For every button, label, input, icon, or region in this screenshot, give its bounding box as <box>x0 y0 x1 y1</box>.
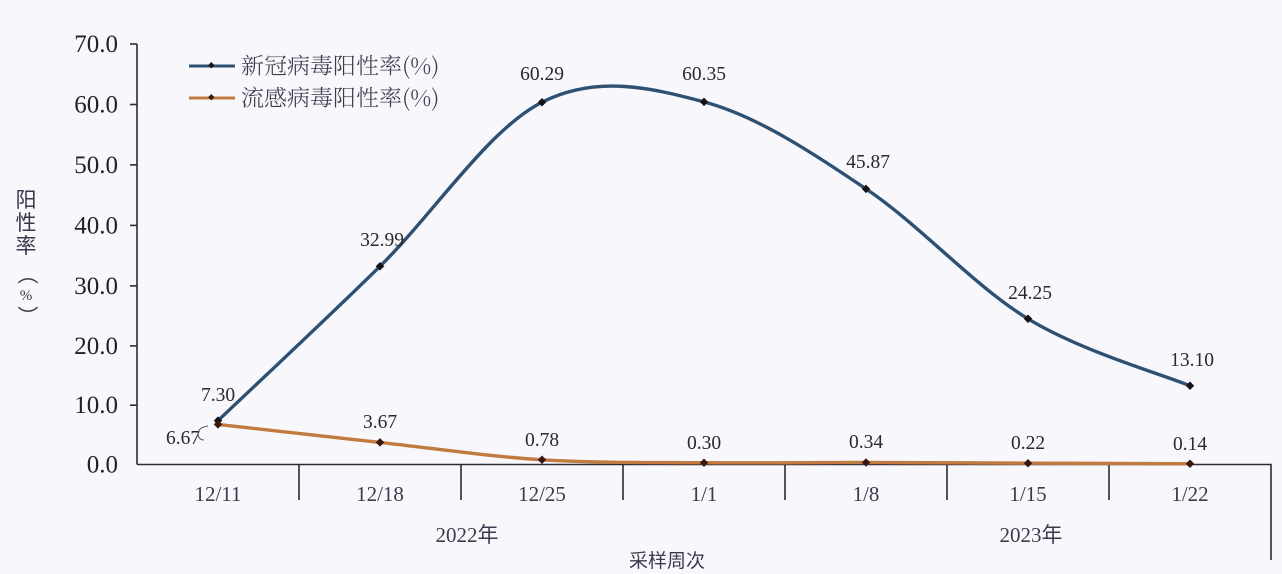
svg-text:1/15: 1/15 <box>1009 482 1046 506</box>
svg-text:1/8: 1/8 <box>853 482 880 506</box>
svg-text:50.0: 50.0 <box>74 152 118 179</box>
svg-text:新冠病毒阳性率(%): 新冠病毒阳性率(%) <box>241 48 439 81</box>
svg-text:32.99: 32.99 <box>360 230 404 251</box>
svg-text:40.0: 40.0 <box>74 212 118 239</box>
svg-text:）: ） <box>15 306 39 327</box>
svg-text:13.10: 13.10 <box>1170 350 1214 371</box>
svg-text:12/25: 12/25 <box>518 482 566 506</box>
svg-text:60.0: 60.0 <box>74 92 118 119</box>
svg-text:7.30: 7.30 <box>201 385 235 406</box>
svg-text:%: % <box>20 288 33 304</box>
svg-text:0.34: 0.34 <box>849 432 883 453</box>
svg-text:采样周次: 采样周次 <box>629 550 705 572</box>
svg-text:10.0: 10.0 <box>74 392 118 419</box>
svg-text:24.25: 24.25 <box>1008 283 1052 304</box>
svg-text:0.0: 0.0 <box>87 452 118 479</box>
svg-text:率: 率 <box>16 234 37 258</box>
svg-text:1/22: 1/22 <box>1171 482 1208 506</box>
svg-text:12/11: 12/11 <box>194 482 241 506</box>
svg-text:70.0: 70.0 <box>74 31 118 58</box>
svg-text:2023年: 2023年 <box>1000 523 1063 547</box>
svg-text:0.78: 0.78 <box>525 430 559 451</box>
svg-text:1/1: 1/1 <box>691 482 718 506</box>
svg-text:45.87: 45.87 <box>846 152 890 173</box>
svg-text:3.67: 3.67 <box>363 412 397 433</box>
svg-text:6.67: 6.67 <box>166 428 200 449</box>
svg-text:0.14: 0.14 <box>1173 434 1207 455</box>
svg-text:阳: 阳 <box>16 188 37 212</box>
svg-text:60.35: 60.35 <box>682 64 726 85</box>
svg-text:性: 性 <box>16 211 37 235</box>
svg-text:60.29: 60.29 <box>520 64 564 85</box>
svg-text:流感病毒阳性率(%): 流感病毒阳性率(%) <box>241 80 439 113</box>
svg-text:20.0: 20.0 <box>74 333 118 360</box>
svg-text:30.0: 30.0 <box>74 273 118 300</box>
svg-text:（: （ <box>15 264 39 285</box>
svg-text:0.30: 0.30 <box>687 433 721 454</box>
svg-text:2022年: 2022年 <box>436 523 499 547</box>
svg-text:0.22: 0.22 <box>1011 433 1045 454</box>
svg-text:12/18: 12/18 <box>356 482 404 506</box>
